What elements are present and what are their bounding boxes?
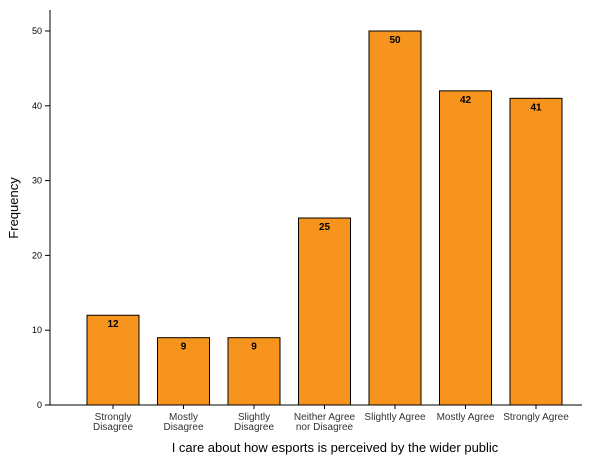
data-label: 42 <box>460 95 472 106</box>
y-tick-label: 30 <box>32 176 42 186</box>
x-tick-label: Mostly Agree <box>437 412 495 423</box>
x-axis-title: I care about how esports is perceived by… <box>172 440 499 455</box>
y-axis-ticks: 0 10 20 30 40 50 <box>32 26 50 410</box>
x-axis-labels: Strongly Disagree Mostly Disagree Slightly Di… <box>93 405 569 433</box>
bar <box>298 217 351 406</box>
data-label: 12 <box>107 319 119 330</box>
data-label: 25 <box>319 222 331 233</box>
data-label: 41 <box>530 102 542 113</box>
x-tick-label: Slightly Disagree <box>234 412 274 433</box>
data-label: 50 <box>389 35 401 46</box>
x-tick-label: Strongly Agree <box>503 412 569 423</box>
data-label: 9 <box>251 342 257 353</box>
x-tick-label: Mostly Disagree <box>163 412 203 433</box>
y-tick-label: 10 <box>32 325 42 335</box>
data-label: 9 <box>181 342 187 353</box>
bars: 12 9 9 25 50 42 41 <box>86 30 563 406</box>
y-tick-label: 0 <box>37 400 42 410</box>
bar <box>368 30 422 406</box>
bar <box>509 97 563 406</box>
y-tick-label: 20 <box>32 250 42 260</box>
y-tick-label: 50 <box>32 26 42 36</box>
bar <box>227 337 281 406</box>
x-tick-label: Strongly Disagree <box>93 412 133 433</box>
bar <box>439 90 492 406</box>
x-tick-label: Neither Agree nor Disagree <box>294 412 356 433</box>
bar <box>157 337 210 406</box>
y-tick-label: 40 <box>32 101 42 111</box>
y-axis-title: Frequency <box>6 177 21 239</box>
x-tick-label: Slightly Agree <box>364 412 426 423</box>
